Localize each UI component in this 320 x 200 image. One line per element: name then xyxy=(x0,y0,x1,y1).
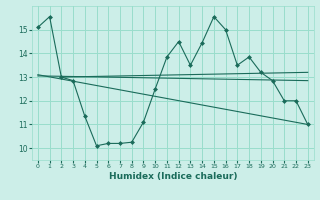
X-axis label: Humidex (Indice chaleur): Humidex (Indice chaleur) xyxy=(108,172,237,181)
